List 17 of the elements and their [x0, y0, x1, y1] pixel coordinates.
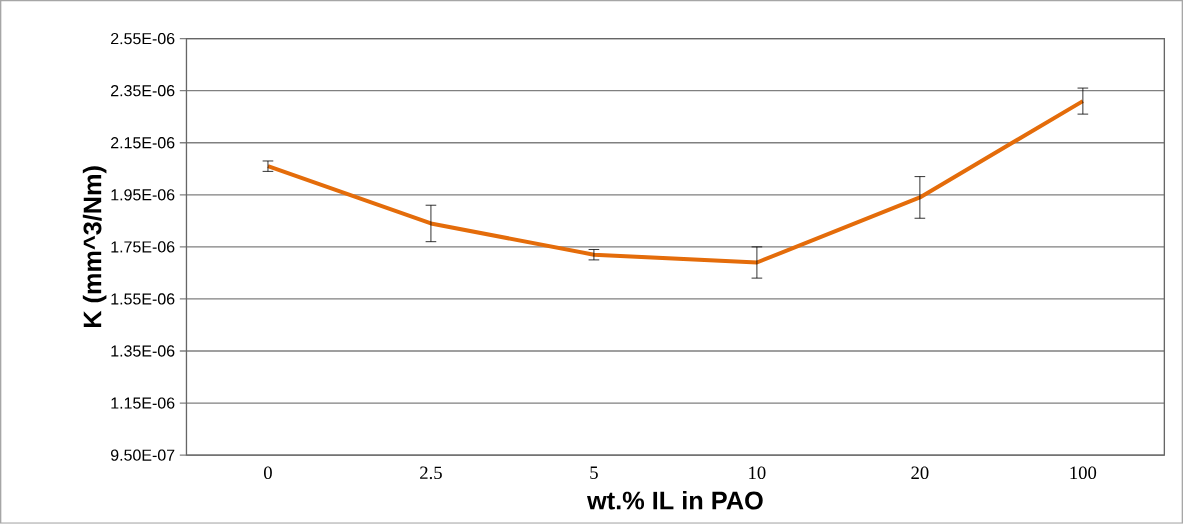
x-tick-label: 5 [590, 466, 598, 480]
y-axis-title: K (mm^3/Nm) [82, 166, 107, 328]
x-axis-title: wt.% IL in PAO [586, 491, 763, 510]
y-tick-label: 2.55E-06 [111, 33, 175, 45]
x-tick-label: 2.5 [420, 466, 442, 480]
y-tick-label: 1.35E-06 [111, 345, 175, 357]
y-tick-label: 1.15E-06 [111, 397, 175, 409]
x-tick-label: 10 [749, 466, 766, 480]
y-tick-label: 1.75E-06 [111, 241, 175, 253]
y-tick-label: 2.35E-06 [111, 85, 175, 97]
x-tick-label: 100 [1070, 466, 1097, 480]
x-tick-label: 20 [911, 466, 929, 480]
y-tick-label: 1.95E-06 [111, 189, 175, 201]
x-tick-label: 0 [264, 466, 272, 480]
y-tick-label: 1.55E-06 [111, 293, 175, 305]
y-tick-label: 9.50E-07 [110, 449, 175, 461]
y-tick-label: 2.15E-06 [111, 137, 175, 149]
